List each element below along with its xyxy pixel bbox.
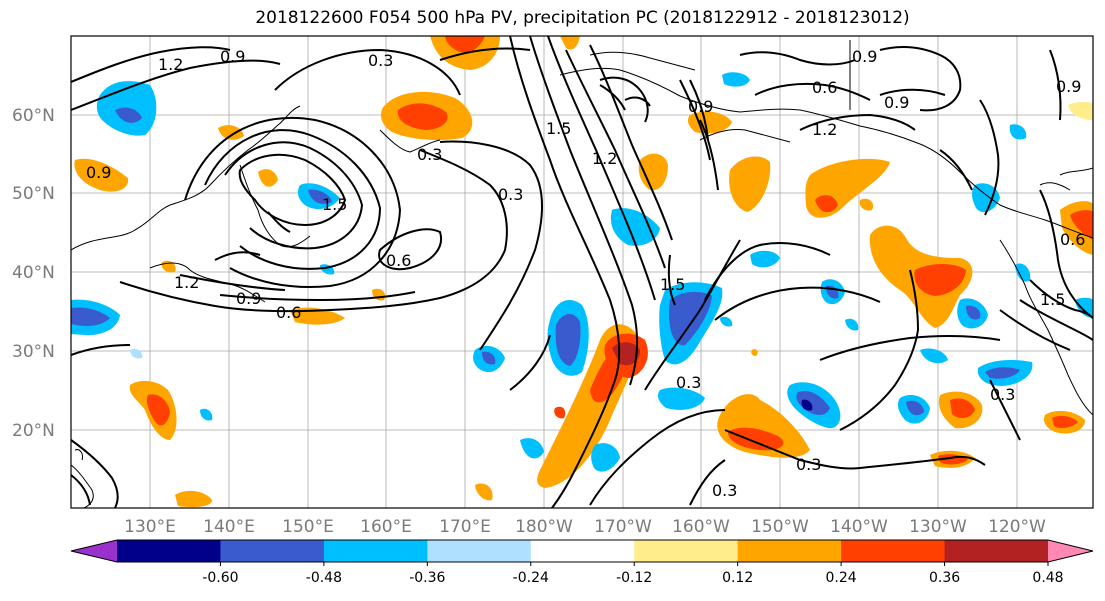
colorbar-swatch (323, 540, 428, 562)
contour-label: 0.6 (386, 251, 411, 270)
contour-label: 1.2 (592, 149, 617, 168)
colorbar-swatch (220, 540, 325, 562)
colorbar-tick-label: -0.12 (616, 570, 652, 586)
contour-label: 1.5 (660, 275, 685, 294)
colorbar-swatch (427, 540, 532, 562)
contour-label: 0.6 (276, 303, 301, 322)
precip-shading (71, 36, 1093, 508)
colorbar: -0.60 -0.48 -0.36 -0.24 -0.12 0.12 0.24 0.36 0.4… (70, 539, 1094, 586)
lon-label: 140°E (203, 517, 255, 537)
colorbar-swatch (634, 540, 739, 562)
contour-label: 0.9 (236, 289, 261, 308)
coastlines (71, 40, 1093, 508)
contour-label: 0.3 (796, 455, 821, 474)
map-frame (70, 35, 1094, 509)
map-title: 2018122600 F054 500 hPa PV, precipitatio… (255, 8, 910, 28)
lon-label: 180°W (515, 517, 573, 537)
lat-label: 60°N (12, 106, 55, 126)
contour-label: 0.6 (1060, 230, 1085, 249)
colorbar-tick-label: -0.24 (513, 570, 549, 586)
colorbar-tick-label: 0.12 (722, 570, 753, 586)
contour-labels: 1.2 0.9 0.3 0.3 0.9 0.6 0.9 1.2 0.9 1.5 … (86, 47, 1085, 500)
colorbar-tick-label: -0.48 (306, 570, 342, 586)
colorbar-extend-low (71, 540, 117, 562)
lat-label: 20°N (12, 421, 55, 441)
colorbar-swatch (944, 540, 1049, 562)
colorbar-swatch (117, 540, 221, 562)
lon-label: 150°W (751, 517, 809, 537)
pv-contours (71, 36, 1093, 508)
contour-label: 0.9 (1056, 77, 1081, 96)
colorbar-tick-label: 0.24 (826, 570, 857, 586)
contour-label: 0.9 (852, 47, 877, 66)
lon-label: 120°W (988, 517, 1046, 537)
lon-label: 170°W (594, 517, 652, 537)
contour-label: 1.2 (812, 120, 837, 139)
contour-label: 1.2 (174, 273, 199, 292)
contour-label: 0.3 (498, 185, 523, 204)
lon-label: 160°W (672, 517, 730, 537)
contour-label: 0.3 (990, 385, 1015, 404)
colorbar-tick-label: -0.60 (202, 570, 238, 586)
colorbar-tick-label: 0.36 (929, 570, 960, 586)
contour-label: 0.3 (712, 481, 737, 500)
lon-label: 130°E (124, 517, 176, 537)
contour-label: 0.3 (676, 373, 701, 392)
contour-label: 1.2 (158, 55, 183, 74)
contour-label: 1.5 (546, 119, 571, 138)
lat-label: 50°N (12, 184, 55, 204)
colorbar-swatch (530, 540, 635, 562)
lon-label: 130°W (909, 517, 967, 537)
contour-label: 1.5 (1040, 290, 1065, 309)
lon-label: 140°W (830, 517, 888, 537)
contour-label: 0.9 (884, 93, 909, 112)
contour-label: 0.3 (417, 145, 442, 164)
contour-label: 1.5 (322, 195, 347, 214)
lon-label: 150°E (282, 517, 334, 537)
colorbar-tick-label: -0.36 (409, 570, 445, 586)
map-panel: 1.2 0.9 0.3 0.3 0.9 0.6 0.9 1.2 0.9 1.5 … (70, 35, 1094, 509)
colorbar-swatch (841, 540, 946, 562)
contour-label: 0.9 (688, 97, 713, 116)
colorbar-swatch (737, 540, 842, 562)
contour-label: 0.6 (812, 78, 837, 97)
colorbar-outline (70, 539, 1094, 563)
colorbar-tick-label: 0.48 (1032, 570, 1063, 586)
lon-label: 160°E (360, 517, 412, 537)
lat-axis: 60°N 50°N 40°N 30°N 20°N (12, 106, 55, 441)
lon-axis: 130°E 140°E 150°E 160°E 170°E 180°W 170°… (124, 517, 1046, 537)
lat-label: 40°N (12, 263, 55, 283)
lat-label: 30°N (12, 342, 55, 362)
lon-label: 170°E (439, 517, 491, 537)
colorbar-extend-high (1048, 540, 1093, 562)
contour-label: 0.9 (86, 163, 111, 182)
contour-label: 0.9 (220, 47, 245, 66)
contour-label: 0.3 (368, 51, 393, 70)
